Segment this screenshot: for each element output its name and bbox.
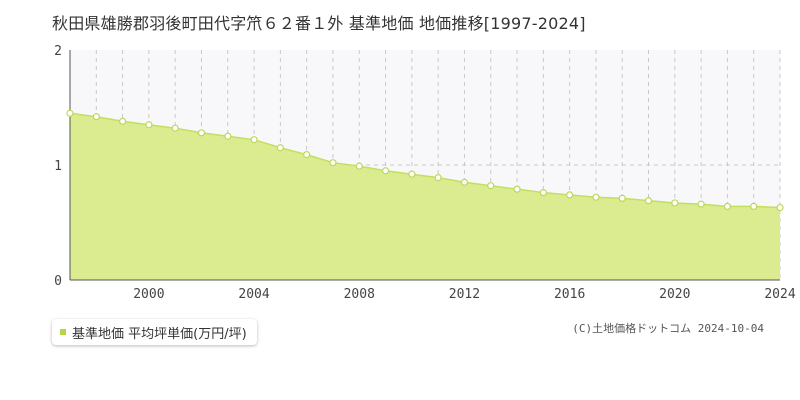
series-line <box>69 112 781 209</box>
copyright-text: (C)土地価格ドットコム 2024-10-04 <box>572 322 764 335</box>
x-tick-label: 2012 <box>449 287 480 302</box>
data-point <box>224 132 232 140</box>
legend: 基準地価 平均坪単価(万円/坪) <box>52 319 257 345</box>
data-point <box>145 121 153 129</box>
data-point <box>776 203 784 212</box>
data-point <box>592 193 600 201</box>
y-tick-label: 0 <box>54 274 62 289</box>
data-point <box>697 200 705 208</box>
data-point <box>355 162 363 170</box>
data-point <box>644 197 653 205</box>
data-point <box>381 167 390 175</box>
data-point <box>92 113 100 121</box>
data-point <box>460 178 469 186</box>
data-point <box>487 182 495 190</box>
series-area <box>70 113 780 280</box>
x-tick-label: 2024 <box>764 287 795 302</box>
data-point <box>329 159 337 167</box>
data-point <box>303 151 311 159</box>
y-tick-label: 2 <box>54 44 62 59</box>
data-point <box>197 129 206 137</box>
data-point <box>408 170 416 178</box>
data-point <box>118 117 127 125</box>
chart-title: 秋田県雄勝郡羽後町田代字笊６２番１外 基準地価 地価推移[1997-2024] <box>52 14 586 33</box>
data-point <box>618 194 626 202</box>
x-tick-label: 2016 <box>554 287 585 302</box>
data-point <box>171 124 179 132</box>
data-point <box>539 189 547 197</box>
data-point <box>66 109 74 117</box>
data-point <box>513 185 521 193</box>
data-point <box>566 191 574 199</box>
data-point <box>723 202 732 210</box>
x-tick-label: 2008 <box>344 287 375 302</box>
data-point <box>250 136 258 144</box>
x-tick-label: 2020 <box>659 287 690 302</box>
x-tick-label: 2004 <box>238 287 269 302</box>
x-tick-label: 2000 <box>133 287 164 302</box>
square-marker-icon <box>60 329 66 335</box>
data-point <box>750 202 758 210</box>
data-point <box>671 199 679 207</box>
y-tick-label: 1 <box>54 159 62 174</box>
data-point <box>276 144 284 152</box>
legend-label: 基準地価 平均坪単価(万円/坪) <box>72 326 247 342</box>
data-point <box>434 174 442 182</box>
